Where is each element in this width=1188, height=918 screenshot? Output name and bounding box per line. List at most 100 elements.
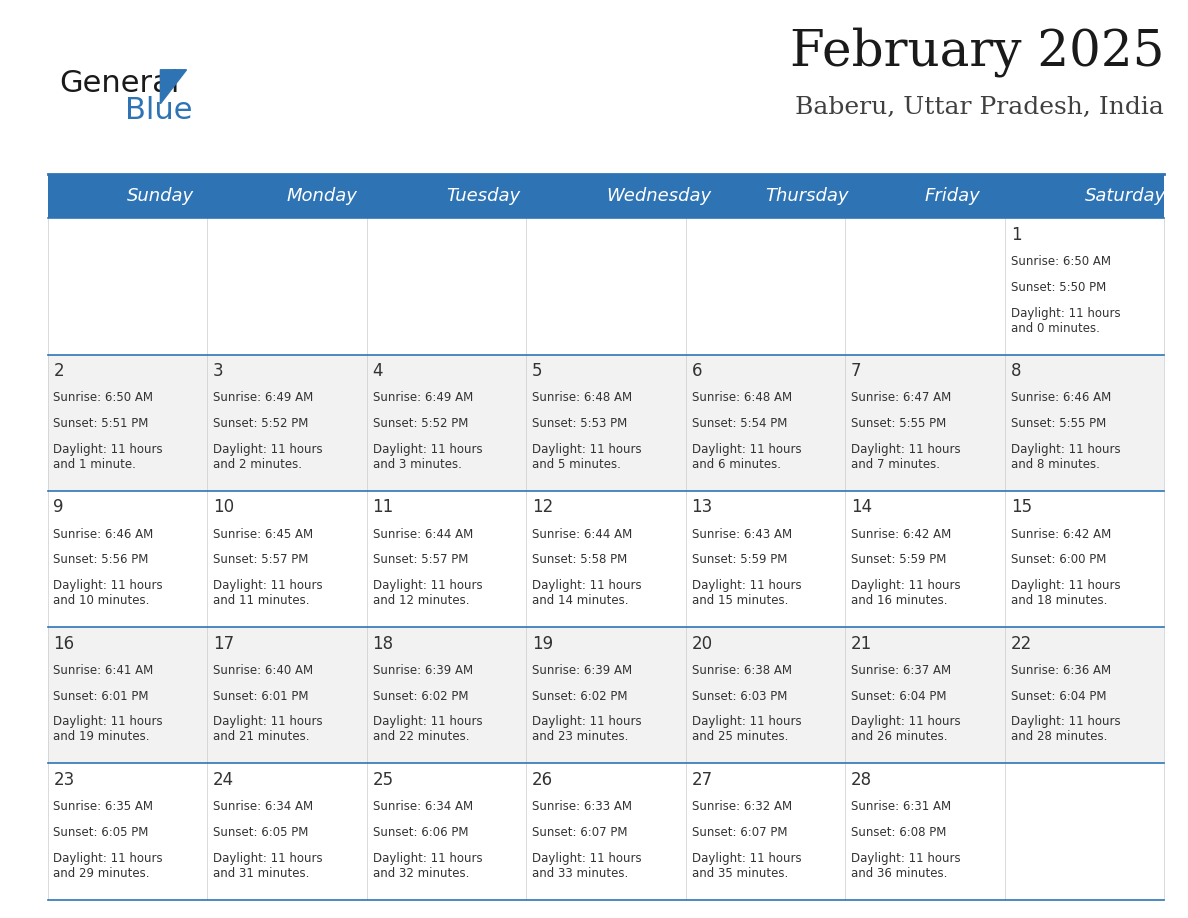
Text: Daylight: 11 hours
and 5 minutes.: Daylight: 11 hours and 5 minutes. xyxy=(532,442,642,471)
Text: Sunset: 5:58 PM: Sunset: 5:58 PM xyxy=(532,554,627,566)
Bar xyxy=(526,627,685,764)
Text: Daylight: 11 hours
and 19 minutes.: Daylight: 11 hours and 19 minutes. xyxy=(53,715,163,744)
Bar xyxy=(1005,218,1164,354)
Bar xyxy=(526,218,685,354)
Text: Sunrise: 6:49 AM: Sunrise: 6:49 AM xyxy=(373,391,473,405)
Text: Sunrise: 6:46 AM: Sunrise: 6:46 AM xyxy=(1011,391,1111,405)
Text: Baberu, Uttar Pradesh, India: Baberu, Uttar Pradesh, India xyxy=(795,96,1164,119)
Bar xyxy=(685,218,845,354)
Text: 24: 24 xyxy=(213,771,234,789)
Text: 12: 12 xyxy=(532,498,554,516)
Text: Daylight: 11 hours
and 0 minutes.: Daylight: 11 hours and 0 minutes. xyxy=(1011,307,1120,335)
Text: Sunrise: 6:34 AM: Sunrise: 6:34 AM xyxy=(213,800,314,813)
Text: Saturday: Saturday xyxy=(1085,187,1165,206)
Text: 13: 13 xyxy=(691,498,713,516)
Bar xyxy=(48,174,1164,218)
Text: Daylight: 11 hours
and 10 minutes.: Daylight: 11 hours and 10 minutes. xyxy=(53,579,163,607)
Text: 15: 15 xyxy=(1011,498,1031,516)
Text: 8: 8 xyxy=(1011,362,1022,380)
Bar xyxy=(526,491,685,627)
Text: Daylight: 11 hours
and 35 minutes.: Daylight: 11 hours and 35 minutes. xyxy=(691,852,801,879)
Text: Sunrise: 6:46 AM: Sunrise: 6:46 AM xyxy=(53,528,153,541)
Text: Daylight: 11 hours
and 22 minutes.: Daylight: 11 hours and 22 minutes. xyxy=(373,715,482,744)
Bar xyxy=(207,354,367,491)
Text: Sunrise: 6:50 AM: Sunrise: 6:50 AM xyxy=(53,391,153,405)
Text: Daylight: 11 hours
and 3 minutes.: Daylight: 11 hours and 3 minutes. xyxy=(373,442,482,471)
Bar xyxy=(526,354,685,491)
Text: 23: 23 xyxy=(53,771,75,789)
Text: 1: 1 xyxy=(1011,226,1022,244)
Text: 6: 6 xyxy=(691,362,702,380)
Text: 9: 9 xyxy=(53,498,64,516)
Bar xyxy=(845,218,1005,354)
Text: Sunset: 6:08 PM: Sunset: 6:08 PM xyxy=(851,826,947,839)
Text: Sunrise: 6:37 AM: Sunrise: 6:37 AM xyxy=(851,664,952,677)
Text: Sunset: 6:03 PM: Sunset: 6:03 PM xyxy=(691,689,786,702)
Text: Daylight: 11 hours
and 23 minutes.: Daylight: 11 hours and 23 minutes. xyxy=(532,715,642,744)
Bar xyxy=(685,764,845,900)
Text: Sunset: 5:52 PM: Sunset: 5:52 PM xyxy=(373,417,468,431)
Text: Sunrise: 6:34 AM: Sunrise: 6:34 AM xyxy=(373,800,473,813)
Text: Sunrise: 6:42 AM: Sunrise: 6:42 AM xyxy=(1011,528,1111,541)
Bar xyxy=(207,218,367,354)
Text: 11: 11 xyxy=(373,498,393,516)
Text: Sunrise: 6:35 AM: Sunrise: 6:35 AM xyxy=(53,800,153,813)
Polygon shape xyxy=(160,70,187,104)
Text: Daylight: 11 hours
and 11 minutes.: Daylight: 11 hours and 11 minutes. xyxy=(213,579,323,607)
Text: Sunrise: 6:47 AM: Sunrise: 6:47 AM xyxy=(851,391,952,405)
Text: Sunrise: 6:48 AM: Sunrise: 6:48 AM xyxy=(532,391,632,405)
Text: 2: 2 xyxy=(53,362,64,380)
Text: Daylight: 11 hours
and 31 minutes.: Daylight: 11 hours and 31 minutes. xyxy=(213,852,323,879)
Text: Sunset: 6:05 PM: Sunset: 6:05 PM xyxy=(53,826,148,839)
Text: Sunset: 6:01 PM: Sunset: 6:01 PM xyxy=(213,689,309,702)
Text: Daylight: 11 hours
and 29 minutes.: Daylight: 11 hours and 29 minutes. xyxy=(53,852,163,879)
Bar xyxy=(526,764,685,900)
Text: Sunrise: 6:39 AM: Sunrise: 6:39 AM xyxy=(373,664,473,677)
Text: Sunrise: 6:45 AM: Sunrise: 6:45 AM xyxy=(213,528,314,541)
Text: Daylight: 11 hours
and 28 minutes.: Daylight: 11 hours and 28 minutes. xyxy=(1011,715,1120,744)
Text: Sunrise: 6:41 AM: Sunrise: 6:41 AM xyxy=(53,664,153,677)
Text: Sunset: 5:57 PM: Sunset: 5:57 PM xyxy=(373,554,468,566)
Bar xyxy=(367,354,526,491)
Text: 3: 3 xyxy=(213,362,223,380)
Text: Sunset: 5:50 PM: Sunset: 5:50 PM xyxy=(1011,281,1106,294)
Text: Daylight: 11 hours
and 33 minutes.: Daylight: 11 hours and 33 minutes. xyxy=(532,852,642,879)
Text: Sunrise: 6:40 AM: Sunrise: 6:40 AM xyxy=(213,664,314,677)
Text: Sunset: 5:52 PM: Sunset: 5:52 PM xyxy=(213,417,309,431)
Text: Sunset: 5:51 PM: Sunset: 5:51 PM xyxy=(53,417,148,431)
Text: Daylight: 11 hours
and 32 minutes.: Daylight: 11 hours and 32 minutes. xyxy=(373,852,482,879)
Text: Daylight: 11 hours
and 15 minutes.: Daylight: 11 hours and 15 minutes. xyxy=(691,579,801,607)
Text: Sunrise: 6:50 AM: Sunrise: 6:50 AM xyxy=(1011,255,1111,268)
Bar xyxy=(1005,491,1164,627)
Text: 26: 26 xyxy=(532,771,554,789)
Text: Wednesday: Wednesday xyxy=(606,187,710,206)
Text: Sunset: 6:06 PM: Sunset: 6:06 PM xyxy=(373,826,468,839)
Bar xyxy=(367,491,526,627)
Text: Daylight: 11 hours
and 1 minute.: Daylight: 11 hours and 1 minute. xyxy=(53,442,163,471)
Text: 20: 20 xyxy=(691,634,713,653)
Text: 28: 28 xyxy=(851,771,872,789)
Text: 19: 19 xyxy=(532,634,554,653)
Text: Sunrise: 6:44 AM: Sunrise: 6:44 AM xyxy=(373,528,473,541)
Text: Sunrise: 6:31 AM: Sunrise: 6:31 AM xyxy=(851,800,952,813)
Text: 4: 4 xyxy=(373,362,383,380)
Text: Sunrise: 6:36 AM: Sunrise: 6:36 AM xyxy=(1011,664,1111,677)
Text: Sunset: 5:57 PM: Sunset: 5:57 PM xyxy=(213,554,309,566)
Text: Daylight: 11 hours
and 16 minutes.: Daylight: 11 hours and 16 minutes. xyxy=(851,579,961,607)
Text: Sunset: 6:07 PM: Sunset: 6:07 PM xyxy=(691,826,788,839)
Text: 16: 16 xyxy=(53,634,75,653)
Text: 25: 25 xyxy=(373,771,393,789)
Text: Daylight: 11 hours
and 8 minutes.: Daylight: 11 hours and 8 minutes. xyxy=(1011,442,1120,471)
Text: 22: 22 xyxy=(1011,634,1032,653)
Text: Sunset: 5:55 PM: Sunset: 5:55 PM xyxy=(851,417,947,431)
Text: Sunrise: 6:48 AM: Sunrise: 6:48 AM xyxy=(691,391,791,405)
Bar xyxy=(845,491,1005,627)
Bar xyxy=(685,491,845,627)
Text: Daylight: 11 hours
and 6 minutes.: Daylight: 11 hours and 6 minutes. xyxy=(691,442,801,471)
Text: Sunset: 5:54 PM: Sunset: 5:54 PM xyxy=(691,417,786,431)
Text: Tuesday: Tuesday xyxy=(447,187,520,206)
Text: Daylight: 11 hours
and 25 minutes.: Daylight: 11 hours and 25 minutes. xyxy=(691,715,801,744)
Text: Daylight: 11 hours
and 14 minutes.: Daylight: 11 hours and 14 minutes. xyxy=(532,579,642,607)
Text: Sunset: 6:00 PM: Sunset: 6:00 PM xyxy=(1011,554,1106,566)
Text: Sunrise: 6:42 AM: Sunrise: 6:42 AM xyxy=(851,528,952,541)
